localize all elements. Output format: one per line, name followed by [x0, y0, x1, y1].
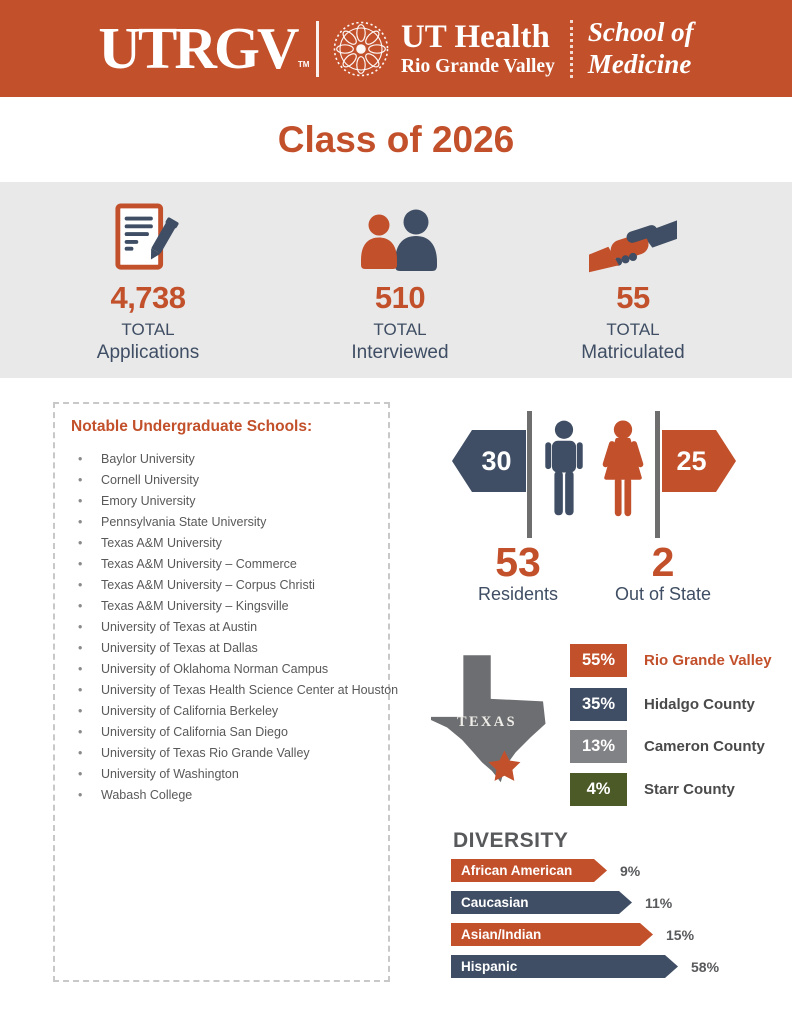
- female-count-pennant: 25: [662, 430, 736, 492]
- school-list-item: Baylor University: [71, 449, 378, 470]
- org-name-line2: Rio Grande Valley: [400, 55, 555, 77]
- legend-label: Starr County: [644, 780, 735, 798]
- residents-label: Residents: [477, 584, 559, 604]
- stat-label: Applications: [96, 342, 200, 363]
- stat-card-applications: 4,738 TOTAL Applications: [38, 195, 258, 364]
- legend-swatch: 13%: [570, 729, 627, 763]
- legend-swatch: 35%: [570, 687, 627, 721]
- male-count-pennant: 30: [452, 430, 526, 492]
- school-list-item: Texas A&M University – Kingsville: [71, 596, 378, 617]
- location-star-icon: [488, 750, 521, 781]
- diversity-bar-pct: 15%: [666, 926, 695, 943]
- handshake-icon: [523, 195, 743, 273]
- unit-name-line2: Medicine: [587, 48, 692, 79]
- org-name: UT Health Rio Grande Valley: [400, 18, 555, 77]
- schools-title: Notable Undergraduate Schools:: [71, 418, 313, 435]
- female-count: 25: [676, 445, 707, 476]
- stat-card-matriculated: 55 TOTAL Matriculated: [523, 195, 743, 364]
- diversity-bar-row: African American 9%: [451, 859, 640, 882]
- diversity-bar-label: African American: [461, 863, 573, 878]
- school-list-item: University of Texas Rio Grande Valley: [71, 743, 378, 764]
- diversity-bar-pct: 58%: [691, 958, 720, 975]
- header-banner: UTRGV TM UT Heal: [0, 0, 792, 97]
- school-list-item: University of California Berkeley: [71, 701, 378, 722]
- residents-stat: 53 Residents: [452, 541, 584, 605]
- legend-row: 13% Cameron County: [570, 729, 765, 763]
- school-list-item: University of California San Diego: [71, 722, 378, 743]
- legend-swatch: 55%: [570, 643, 627, 677]
- diversity-bar-label: Asian/Indian: [461, 927, 542, 942]
- unit-name-line1: School of: [587, 17, 694, 48]
- legend-label: Rio Grande Valley: [644, 651, 772, 669]
- stat-qualifier: TOTAL: [373, 320, 427, 339]
- diversity-bar: Asian/Indian: [451, 923, 653, 946]
- stat-qualifier: TOTAL: [606, 320, 660, 339]
- stats-band: 4,738 TOTAL Applications 510 TOTAL: [0, 182, 792, 378]
- school-list-item: Texas A&M University – Commerce: [71, 554, 378, 575]
- ut-health-seal-icon: [333, 21, 389, 76]
- school-list-item: University of Oklahoma Norman Campus: [71, 659, 378, 680]
- legend-label: Hidalgo County: [644, 695, 755, 713]
- school-list-item: Emory University: [71, 491, 378, 512]
- school-list-item: University of Texas at Dallas: [71, 638, 378, 659]
- utrgv-wordmark: UTRGV TM: [98, 19, 309, 78]
- school-list-item: Pennsylvania State University: [71, 512, 378, 533]
- header-divider-dotted: [569, 19, 573, 78]
- two-people-icon: [290, 195, 510, 273]
- stat-value: 510: [374, 280, 426, 315]
- legend-label: Cameron County: [644, 737, 765, 755]
- diversity-bar-pct: 9%: [620, 862, 641, 879]
- school-list-item: University of Texas at Austin: [71, 617, 378, 638]
- stat-value: 55: [616, 280, 650, 315]
- diversity-bar-label: Hispanic: [461, 959, 518, 974]
- diversity-bar: Caucasian: [451, 891, 632, 914]
- schools-panel: Notable Undergraduate Schools: Baylor Un…: [53, 402, 398, 982]
- diversity-bar: Hispanic: [451, 955, 678, 978]
- unit-name: School of Medicine: [588, 17, 694, 79]
- school-list-item: University of Texas Health Science Cente…: [71, 680, 398, 701]
- header-divider-solid: [316, 20, 319, 77]
- stat-value: 4,738: [110, 280, 186, 315]
- stat-label: Matriculated: [581, 342, 685, 363]
- legend-row: 35% Hidalgo County: [570, 687, 755, 721]
- male-count: 30: [481, 445, 512, 476]
- legend-row: 4% Starr County: [570, 772, 735, 806]
- school-list-item: Wabash College: [71, 785, 378, 806]
- school-list-item: Texas A&M University – Corpus Christi: [71, 575, 378, 596]
- trademark-symbol: TM: [297, 60, 310, 69]
- school-list-item: University of Washington: [71, 764, 378, 785]
- page-title: Class of 2026: [277, 119, 515, 160]
- stat-qualifier: TOTAL: [121, 320, 175, 339]
- utrgv-wordmark-text: UTRGV: [98, 15, 299, 81]
- diversity-bar-label: Caucasian: [461, 895, 529, 910]
- out-of-state-stat: 2 Out of State: [597, 541, 729, 605]
- application-document-icon: [38, 195, 258, 273]
- school-list: Baylor UniversityCornell UniversityEmory…: [71, 449, 398, 806]
- residents-value: 53: [495, 539, 541, 585]
- diversity-bar-pct: 11%: [645, 894, 673, 911]
- stat-card-interviewed: 510 TOTAL Interviewed: [290, 195, 510, 364]
- female-figure-icon: [602, 420, 644, 517]
- out-of-state-label: Out of State: [614, 584, 712, 604]
- male-figure-icon: [545, 420, 583, 516]
- diversity-bar-row: Hispanic 58%: [451, 955, 719, 978]
- school-list-item: Cornell University: [71, 470, 378, 491]
- diversity-bar-row: Caucasian 11%: [451, 891, 672, 914]
- stat-label: Interviewed: [351, 342, 449, 363]
- school-list-item: Texas A&M University: [71, 533, 378, 554]
- diversity-title: DIVERSITY: [453, 829, 569, 852]
- texas-map: TEXAS: [430, 655, 546, 783]
- org-name-line1: UT Health: [400, 18, 550, 55]
- divider-bar: [655, 411, 660, 538]
- diversity-bar: African American: [451, 859, 607, 882]
- legend-swatch: 4%: [570, 772, 627, 806]
- diversity-bar-row: Asian/Indian 15%: [451, 923, 694, 946]
- divider-bar: [527, 411, 532, 538]
- legend-row: 55% Rio Grande Valley: [570, 643, 772, 677]
- texas-map-label: TEXAS: [457, 714, 517, 730]
- out-of-state-value: 2: [651, 539, 675, 585]
